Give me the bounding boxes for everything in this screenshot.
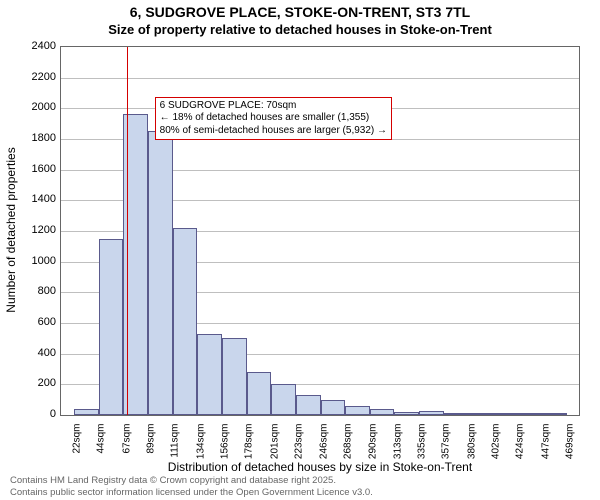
ytick-label: 1800 xyxy=(16,132,56,144)
histogram-bar xyxy=(296,395,321,415)
histogram-bar xyxy=(419,411,444,415)
histogram-bar xyxy=(394,412,419,415)
xtick-label: 246sqm xyxy=(319,424,330,484)
histogram-bar xyxy=(247,372,272,415)
histogram-bar xyxy=(370,409,395,415)
xtick-label: 469sqm xyxy=(564,424,575,484)
ytick-label: 400 xyxy=(16,347,56,359)
title-line1: 6, SUDGROVE PLACE, STOKE-ON-TRENT, ST3 7… xyxy=(0,4,600,22)
annotation-line2: ← 18% of detached houses are smaller (1,… xyxy=(160,112,387,125)
title-line2: Size of property relative to detached ho… xyxy=(0,22,600,38)
xtick-label: 201sqm xyxy=(269,424,280,484)
xtick-label: 178sqm xyxy=(244,424,255,484)
xtick-label: 111sqm xyxy=(170,424,181,484)
footer-line2: Contains public sector information licen… xyxy=(10,487,373,498)
annotation-line1: 6 SUDGROVE PLACE: 70sqm xyxy=(160,100,387,113)
histogram-bar xyxy=(148,131,173,415)
histogram-bar xyxy=(444,413,469,415)
xtick-label: 402sqm xyxy=(491,424,502,484)
plot-area: 6 SUDGROVE PLACE: 70sqm← 18% of detached… xyxy=(60,46,580,416)
ytick-label: 1400 xyxy=(16,193,56,205)
annotation-box: 6 SUDGROVE PLACE: 70sqm← 18% of detached… xyxy=(155,97,392,141)
ytick-label: 600 xyxy=(16,316,56,328)
xtick-label: 357sqm xyxy=(441,424,452,484)
histogram-bar xyxy=(321,400,346,415)
histogram-bar xyxy=(271,384,296,415)
histogram-bar xyxy=(345,406,370,415)
xtick-label: 313sqm xyxy=(392,424,403,484)
xtick-label: 22sqm xyxy=(72,424,83,484)
histogram-bar xyxy=(468,413,493,415)
ytick-label: 1200 xyxy=(16,224,56,236)
ytick-label: 2400 xyxy=(16,40,56,52)
xtick-label: 447sqm xyxy=(540,424,551,484)
xtick-label: 424sqm xyxy=(515,424,526,484)
xtick-label: 223sqm xyxy=(293,424,304,484)
histogram-bar xyxy=(518,413,543,415)
histogram-bar xyxy=(74,409,99,415)
ytick-label: 1000 xyxy=(16,255,56,267)
histogram-bar xyxy=(99,239,124,415)
ytick-label: 800 xyxy=(16,285,56,297)
ytick-label: 1600 xyxy=(16,163,56,175)
ytick-label: 200 xyxy=(16,377,56,389)
ytick-label: 0 xyxy=(16,408,56,420)
xtick-label: 89sqm xyxy=(146,424,157,484)
xtick-label: 156sqm xyxy=(219,424,230,484)
annotation-line3: 80% of semi-detached houses are larger (… xyxy=(160,125,387,138)
histogram-bar xyxy=(493,413,518,415)
property-marker-line xyxy=(127,47,128,415)
histogram-bar xyxy=(197,334,222,415)
xtick-label: 44sqm xyxy=(96,424,107,484)
ytick-label: 2000 xyxy=(16,101,56,113)
ytick-label: 2200 xyxy=(16,71,56,83)
chart-title: 6, SUDGROVE PLACE, STOKE-ON-TRENT, ST3 7… xyxy=(0,0,600,38)
histogram-bar xyxy=(542,413,567,415)
xtick-label: 268sqm xyxy=(343,424,354,484)
xtick-label: 380sqm xyxy=(466,424,477,484)
histogram-bar xyxy=(173,228,198,415)
xtick-label: 134sqm xyxy=(195,424,206,484)
xtick-label: 335sqm xyxy=(417,424,428,484)
xtick-label: 67sqm xyxy=(121,424,132,484)
xtick-label: 290sqm xyxy=(367,424,378,484)
histogram-bar xyxy=(222,338,247,415)
gridline xyxy=(61,78,579,79)
